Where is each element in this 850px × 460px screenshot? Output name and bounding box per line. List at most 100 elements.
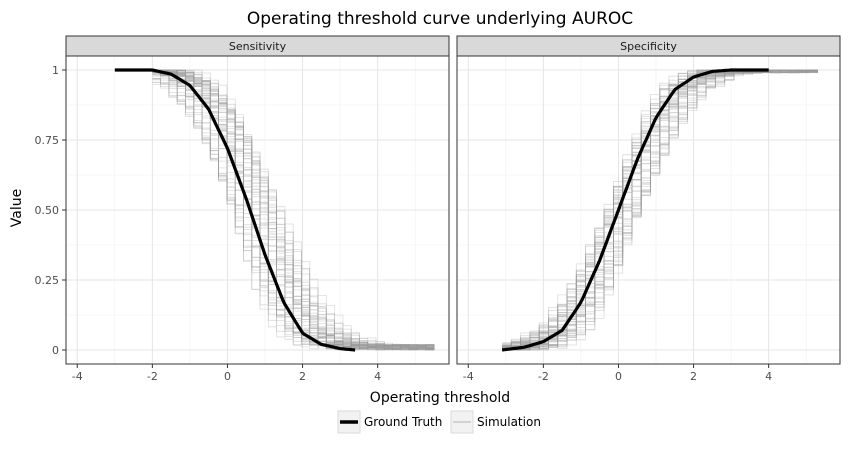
simulation-line xyxy=(152,78,435,350)
simulation-line xyxy=(502,69,818,348)
simulation-line xyxy=(152,72,435,351)
simulation-line xyxy=(152,69,435,351)
x-tick-label: 0 xyxy=(615,370,622,383)
simulation-line xyxy=(152,69,435,350)
simulation-line xyxy=(152,69,435,351)
x-tick-label: 4 xyxy=(765,370,772,383)
simulation-line xyxy=(152,69,435,350)
simulation-line xyxy=(502,69,818,350)
simulation-line xyxy=(152,71,435,350)
ground-truth-line xyxy=(501,68,769,352)
simulation-line xyxy=(152,70,435,350)
simulation-line xyxy=(152,69,435,349)
simulation-line xyxy=(152,69,435,350)
simulation-line xyxy=(152,81,435,349)
simulation-line xyxy=(502,69,818,351)
simulation-line xyxy=(152,70,435,350)
simulation-line xyxy=(152,75,435,350)
simulation-line xyxy=(152,69,435,351)
panels: Sensitivity -4 -2 0 2 4 0 0.25 0.50 0.75 1 Specific… xyxy=(35,35,841,383)
simulation-line xyxy=(502,69,818,351)
simulation-line xyxy=(152,71,435,349)
simulation-line xyxy=(152,72,435,350)
simulation-line xyxy=(502,69,818,351)
y-tick-label: 0.25 xyxy=(35,274,60,287)
simulation-line xyxy=(152,72,435,351)
simulation-line xyxy=(152,69,435,350)
x-tick-label: 4 xyxy=(374,370,381,383)
simulation-line xyxy=(152,69,435,350)
simulation-line xyxy=(502,69,818,347)
simulation-line xyxy=(152,70,435,350)
facet-label: Sensitivity xyxy=(229,40,287,53)
simulation-line xyxy=(152,69,435,351)
simulation-line xyxy=(152,82,435,349)
x-tick-label: 2 xyxy=(299,370,306,383)
simulation-line xyxy=(502,69,818,351)
simulation-line xyxy=(152,70,435,350)
simulation-line xyxy=(152,69,435,350)
simulation-line xyxy=(152,70,435,350)
simulation-line xyxy=(152,69,435,351)
simulation-line xyxy=(502,69,818,347)
simulation-line xyxy=(152,69,435,351)
panel-specificity: Specificity -4 -2 0 2 4 xyxy=(456,35,841,383)
simulation-line xyxy=(152,69,435,350)
simulation-line xyxy=(502,69,818,344)
simulation-line xyxy=(152,71,435,351)
simulation-line xyxy=(502,69,818,351)
x-tick-label: -4 xyxy=(72,370,83,383)
simulation-line xyxy=(152,69,435,351)
y-tick-label: 1 xyxy=(52,64,59,77)
simulation-line xyxy=(152,69,435,350)
x-tick-label: 0 xyxy=(224,370,231,383)
panel-border xyxy=(456,55,841,365)
simulation-line xyxy=(152,71,435,350)
x-tick-label: -2 xyxy=(147,370,158,383)
x-tick-label: 2 xyxy=(690,370,697,383)
simulation-line xyxy=(152,71,435,350)
simulation-line xyxy=(152,70,435,350)
simulation-line xyxy=(152,69,435,350)
simulation-line xyxy=(152,71,435,351)
simulation-line xyxy=(502,69,818,351)
simulation-line xyxy=(152,70,435,351)
panel-sensitivity: Sensitivity -4 -2 0 2 4 0 0.25 0.50 0.75 1 xyxy=(35,35,450,383)
legend-label-ground-truth: Ground Truth xyxy=(364,415,442,429)
x-tick-label: -2 xyxy=(538,370,549,383)
simulation-line xyxy=(152,70,435,350)
facet-label: Specificity xyxy=(620,40,677,53)
simulation-line xyxy=(152,78,435,351)
simulation-line xyxy=(152,78,435,351)
x-axis-title: Operating threshold xyxy=(370,390,510,406)
simulation-line xyxy=(502,69,818,351)
simulation-line xyxy=(152,69,435,351)
chart-title: Operating threshold curve underlying AUR… xyxy=(247,9,633,29)
simulation-line xyxy=(502,69,818,351)
ground-truth-line xyxy=(114,68,356,352)
legend-label-simulation: Simulation xyxy=(477,415,541,429)
y-tick-label: 0 xyxy=(52,344,59,357)
simulation-line xyxy=(502,69,818,347)
simulation-line xyxy=(152,69,435,350)
simulation-line xyxy=(152,69,435,350)
simulation-line xyxy=(152,69,435,350)
simulation-line xyxy=(152,75,435,350)
simulation-line xyxy=(152,69,435,350)
legend: Ground Truth Simulation xyxy=(337,410,541,434)
simulation-line xyxy=(502,69,818,351)
simulation-line xyxy=(152,70,435,350)
simulation-line xyxy=(152,69,435,350)
y-tick-label: 0.75 xyxy=(35,134,60,147)
simulation-line xyxy=(152,71,435,350)
simulation-line xyxy=(502,69,818,351)
simulation-line xyxy=(152,78,435,350)
simulation-line xyxy=(152,69,435,351)
simulation-line xyxy=(502,69,818,351)
simulation-line xyxy=(152,72,435,349)
x-tick-label: -4 xyxy=(463,370,474,383)
simulation-line xyxy=(152,69,435,349)
y-axis-title: Value xyxy=(9,189,25,227)
y-tick-label: 0.50 xyxy=(35,204,60,217)
